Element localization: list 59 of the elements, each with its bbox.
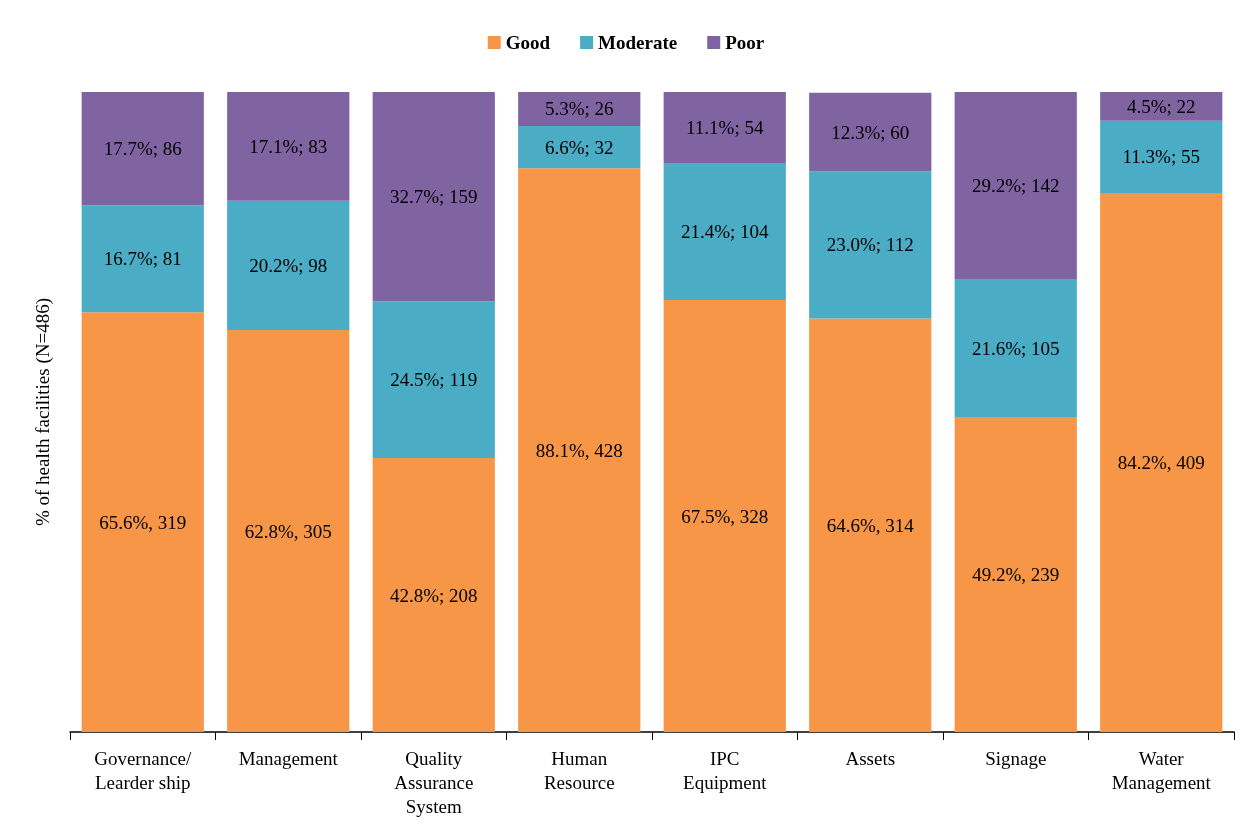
bar [518,92,641,126]
bar [227,330,350,732]
bar [809,171,932,319]
data-label: 11.3%; 55 [1122,146,1200,168]
bar [81,312,204,732]
bar [372,458,495,732]
data-label: 21.4%; 104 [680,221,770,243]
data-label: 5.3%; 26 [544,98,614,120]
bar [81,92,204,206]
x-tick-label: Quality Assurance System [394,747,474,817]
data-label: 21.6%; 105 [971,337,1060,359]
bar [1100,193,1223,732]
legend-label: Moderate [598,32,678,53]
data-label: 42.8%; 208 [389,584,478,606]
bar [518,168,641,732]
bar [663,92,786,164]
bar [372,92,495,302]
legend-label: Good [505,32,551,53]
bar [809,318,932,732]
x-tick-label: Management [238,747,339,769]
data-label: 64.6%, 314 [826,514,915,536]
data-label: 4.5%; 22 [1126,95,1196,117]
data-label: 32.7%; 159 [389,186,478,208]
data-label: 6.6%; 32 [544,136,614,158]
x-tick-label: Assets [845,747,896,769]
data-label: 84.2%, 409 [1117,452,1205,474]
x-tick-label: Human Resource [543,747,615,793]
data-label: 17.1%; 83 [249,135,328,157]
data-label: 16.7%; 81 [103,248,182,270]
bar [663,163,786,300]
bar [954,92,1077,279]
bar [81,205,204,313]
data-label: 29.2%; 142 [971,174,1060,196]
data-label: 49.2%, 239 [972,564,1060,586]
data-label: 20.2%; 98 [249,254,328,276]
bar [372,301,495,459]
bar [809,92,932,172]
bar [1100,120,1223,194]
x-tick-label: Water Management [1111,747,1212,793]
data-label: 23.0%; 112 [826,234,914,256]
bar [227,92,350,201]
y-axis-title: % of health facilities (N=486) [32,297,54,527]
data-label: 62.8%, 305 [244,520,332,542]
legend-label: Poor [725,32,765,53]
data-label: 67.5%, 328 [681,505,769,527]
bar [954,278,1077,418]
x-tick-label: Signage [985,747,1047,769]
data-label: 17.7%; 86 [103,138,182,160]
bar [954,417,1077,732]
bar [663,300,786,732]
x-tick-label: Governance/ Learder ship [94,747,192,793]
data-label: 88.1%, 428 [535,439,623,461]
bar [518,125,641,169]
data-label: 65.6%, 319 [99,511,187,533]
bar [227,200,350,331]
data-label: 24.5%; 119 [390,369,478,391]
data-label: 11.1%; 54 [686,117,764,139]
data-label: 12.3%; 60 [831,121,910,143]
x-tick-label: IPC Equipment [683,747,768,793]
